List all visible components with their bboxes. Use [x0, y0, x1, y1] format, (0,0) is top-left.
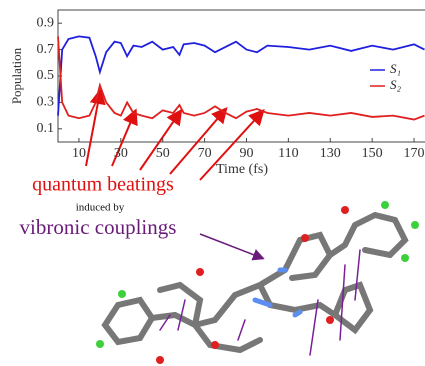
annotation: quantum beatings — [32, 174, 174, 196]
legend-label: S₁ — [390, 61, 401, 76]
x-tick-label: 110 — [278, 146, 298, 161]
x-tick-label: 30 — [114, 146, 128, 161]
annotation: vibronic couplings — [20, 215, 177, 239]
x-tick-label: 50 — [156, 146, 170, 161]
y-tick-label: 0.1 — [37, 121, 55, 136]
y-tick-label: 0.3 — [37, 95, 55, 110]
annotation: induced by — [76, 202, 125, 214]
y-tick-label: 0.7 — [37, 42, 55, 57]
x-tick-label: 130 — [320, 146, 341, 161]
x-tick-label: 70 — [198, 146, 212, 161]
figure: Population Time (fs) quantum beatings in… — [0, 0, 425, 366]
x-tick-label: 150 — [362, 146, 383, 161]
y-axis-label: Population — [9, 47, 24, 104]
x-tick-label: 170 — [404, 146, 425, 161]
x-tick-label: 90 — [239, 146, 253, 161]
y-tick-label: 0.5 — [37, 68, 55, 83]
y-tick-label: 0.9 — [37, 15, 55, 30]
legend-label: S₂ — [390, 77, 402, 92]
x-axis-label: Time (fs) — [216, 162, 268, 177]
x-tick-label: 10 — [72, 146, 86, 161]
